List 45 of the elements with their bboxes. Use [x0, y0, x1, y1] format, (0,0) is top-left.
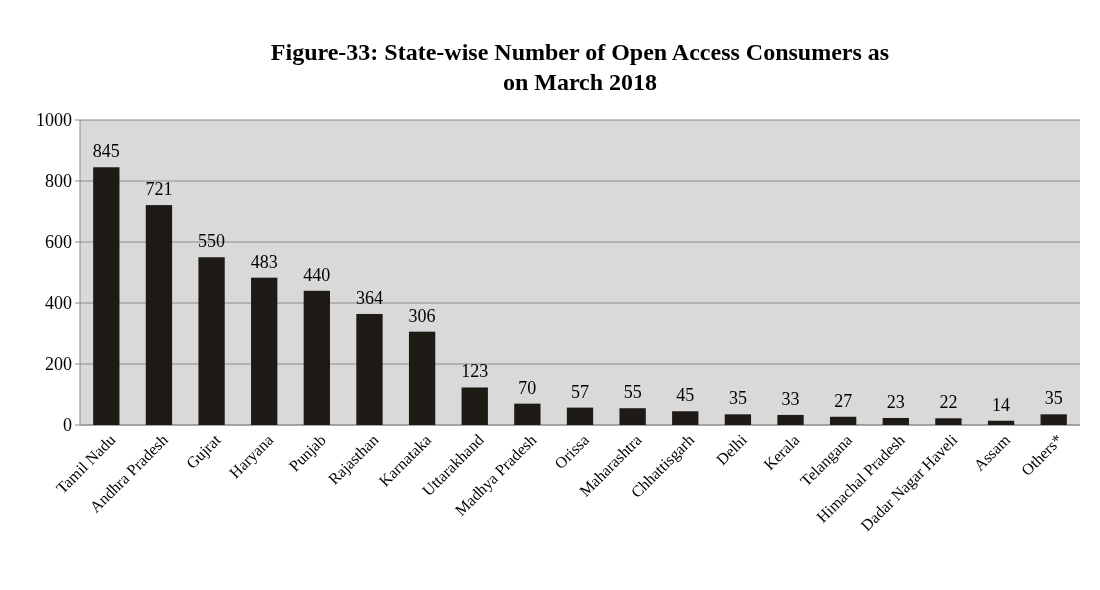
bar [619, 408, 646, 425]
data-label: 23 [886, 391, 905, 412]
data-label: 27 [834, 390, 853, 411]
data-label: 14 [992, 394, 1011, 415]
y-tick-label: 400 [45, 293, 72, 314]
bar [303, 290, 330, 425]
data-label: 45 [676, 385, 695, 406]
data-label: 35 [728, 388, 747, 409]
bar [408, 331, 436, 425]
data-label: 22 [939, 392, 958, 413]
data-label: 35 [1044, 388, 1063, 409]
bar [566, 407, 594, 425]
data-label: 440 [303, 264, 331, 285]
y-tick-label: 0 [63, 415, 72, 436]
chart-title: Figure-33: State-wise Number of Open Access Consumers as on March 2018 [270, 39, 890, 95]
bar [987, 420, 1015, 425]
data-label: 845 [92, 141, 120, 162]
bar [93, 167, 120, 425]
bar [251, 277, 278, 425]
data-label: 721 [145, 179, 173, 200]
bar [461, 387, 488, 425]
data-label: 306 [408, 305, 436, 326]
bar [777, 414, 804, 425]
bar [882, 417, 909, 425]
bar [830, 416, 857, 425]
data-label: 57 [571, 381, 589, 402]
bar [514, 403, 541, 425]
data-label: 483 [250, 251, 278, 272]
bar [198, 257, 225, 425]
y-tick-label: 600 [45, 232, 72, 253]
bar [356, 313, 383, 425]
bar [145, 205, 173, 425]
y-tick-label: 800 [45, 171, 72, 192]
data-label: 70 [518, 377, 537, 398]
bar [724, 414, 752, 425]
data-label: 550 [198, 231, 226, 252]
data-label: 364 [355, 287, 383, 308]
data-label: 33 [781, 388, 800, 409]
bar [672, 411, 699, 425]
bar [1040, 414, 1067, 425]
data-label: 123 [461, 361, 489, 382]
y-tick-label: 1000 [36, 110, 72, 131]
bar [935, 418, 962, 425]
data-label: 55 [623, 382, 642, 403]
y-tick-label: 200 [45, 354, 72, 375]
